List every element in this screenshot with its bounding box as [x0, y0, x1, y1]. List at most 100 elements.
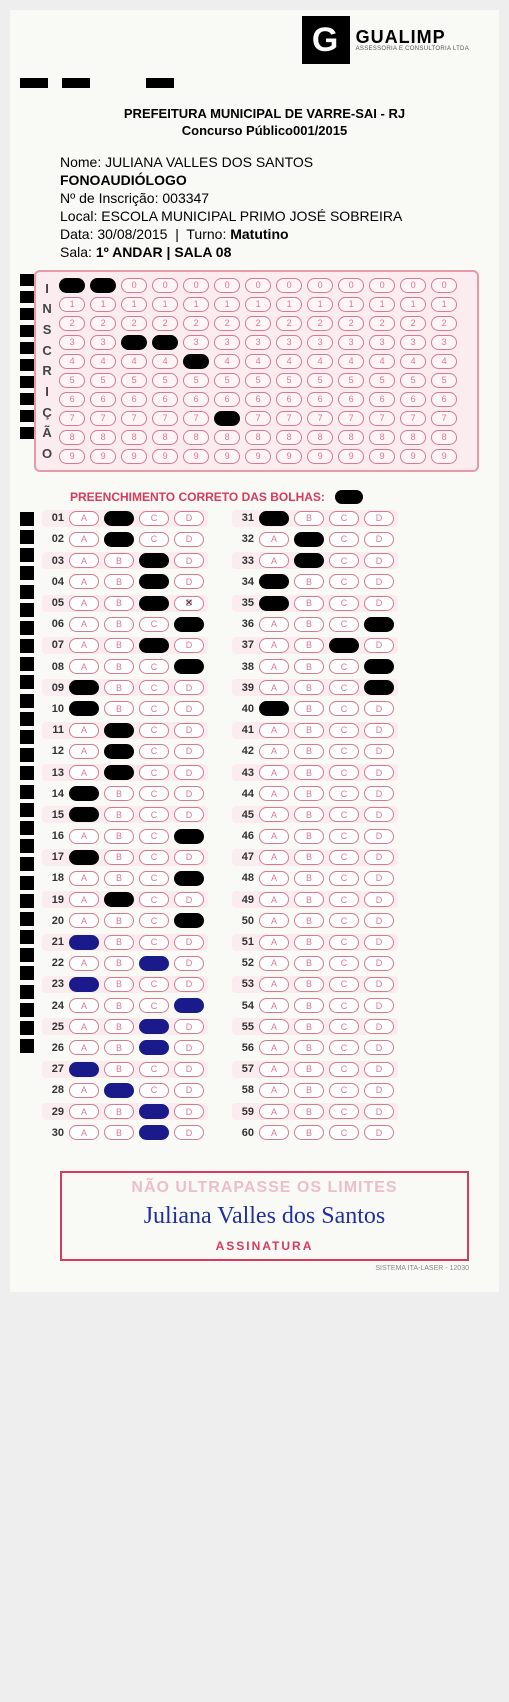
answer-bubble: D	[364, 574, 394, 589]
question-number: 49	[234, 894, 254, 906]
answer-row: 03ABCD	[42, 552, 208, 569]
answer-bubble: B	[104, 1062, 134, 1077]
inscricao-bubble: 1	[400, 297, 426, 312]
answer-bubble: B	[294, 596, 324, 611]
inscricao-bubble: 4	[338, 354, 364, 369]
inscricao-bubble: 2	[214, 316, 240, 331]
answer-bubble: A	[69, 596, 99, 611]
timing-marks-top	[10, 74, 499, 88]
answer-bubble: A	[259, 829, 289, 844]
answer-bubble: B	[294, 1019, 324, 1034]
inscricao-bubble: 4	[59, 354, 85, 369]
answer-bubble: D	[174, 596, 204, 611]
answer-bubble: C	[139, 638, 169, 653]
signature-label: ASSINATURA	[216, 1239, 314, 1253]
answer-bubble: B	[104, 1104, 134, 1119]
inscricao-bubble: 4	[245, 354, 271, 369]
answer-bubble: C	[139, 532, 169, 547]
signature-warning: NÃO ULTRAPASSE OS LIMITES	[62, 1179, 467, 1197]
answer-bubble: D	[364, 680, 394, 695]
question-number: 05	[44, 597, 64, 609]
inscricao-bubble: 7	[276, 411, 302, 426]
answer-bubble: D	[364, 511, 394, 526]
answer-bubble: D	[174, 786, 204, 801]
answer-row: 27ABCD	[42, 1061, 208, 1078]
answer-bubble: B	[294, 765, 324, 780]
answer-row: 24ABCD	[42, 997, 208, 1014]
question-number: 21	[44, 936, 64, 948]
answer-bubble: A	[259, 511, 289, 526]
inscricao-bubble: 0	[183, 278, 209, 293]
answer-bubble: C	[329, 1083, 359, 1098]
answer-bubble: D	[174, 892, 204, 907]
answer-row: 20ABCD	[42, 912, 208, 929]
inscricao-bubble: 7	[400, 411, 426, 426]
logo-glyph: G	[302, 16, 350, 64]
answer-bubble: D	[364, 701, 394, 716]
answer-bubble: C	[139, 1019, 169, 1034]
inscricao-bubble: 5	[214, 373, 240, 388]
answer-bubble: A	[259, 977, 289, 992]
question-number: 23	[44, 978, 64, 990]
answer-bubble: C	[139, 1104, 169, 1119]
inscricao-bubble: 4	[307, 354, 333, 369]
answer-bubble: A	[69, 701, 99, 716]
inscricao-bubble: 5	[245, 373, 271, 388]
answer-bubble: A	[259, 913, 289, 928]
question-number: 33	[234, 555, 254, 567]
answer-bubble: C	[139, 977, 169, 992]
inscricao-bubble: 4	[214, 354, 240, 369]
answer-bubble: A	[69, 829, 99, 844]
inscricao-bubble: 7	[431, 411, 457, 426]
inscricao-bubble: 3	[214, 335, 240, 350]
answer-bubble: D	[364, 553, 394, 568]
answer-bubble: A	[259, 659, 289, 674]
answer-bubble: A	[259, 553, 289, 568]
inscricao-bubble: 6	[369, 392, 395, 407]
inscricao-bubble: 4	[90, 354, 116, 369]
inscricao-bubble: 2	[183, 316, 209, 331]
inscricao-bubble: 3	[338, 335, 364, 350]
question-number: 28	[44, 1084, 64, 1096]
inscricao-bubble: 0	[276, 278, 302, 293]
inscricao-bubble: 5	[121, 373, 147, 388]
answer-bubble: D	[174, 723, 204, 738]
answer-bubble: B	[294, 935, 324, 950]
inscricao-bubble: 8	[90, 430, 116, 445]
answer-bubble: A	[69, 532, 99, 547]
inscricao-bubble: 0	[121, 278, 147, 293]
answer-bubble: C	[139, 786, 169, 801]
question-number: 27	[44, 1063, 64, 1075]
answer-bubble: C	[329, 617, 359, 632]
answer-bubble: C	[139, 998, 169, 1013]
answer-bubble: C	[139, 1040, 169, 1055]
answer-bubble: A	[69, 935, 99, 950]
question-number: 35	[234, 597, 254, 609]
answer-bubble: A	[69, 574, 99, 589]
answer-bubble: A	[69, 956, 99, 971]
answer-bubble: D	[364, 723, 394, 738]
question-number: 04	[44, 576, 64, 588]
inscricao-bubble: 4	[369, 354, 395, 369]
answer-bubble: A	[259, 680, 289, 695]
inscricao-bubble: 6	[152, 392, 178, 407]
inscricao-label: INSCRIÇÃO	[40, 278, 59, 464]
candidate-local: ESCOLA MUNICIPAL PRIMO JOSÉ SOBREIRA	[101, 208, 402, 224]
answer-bubble: A	[259, 1019, 289, 1034]
inscricao-bubble: 4	[152, 354, 178, 369]
candidate-turno: Matutino	[230, 226, 288, 242]
inscricao-bubble: 0	[90, 278, 116, 293]
answer-bubble: C	[139, 935, 169, 950]
answer-bubble: C	[329, 1019, 359, 1034]
answer-bubble: B	[294, 871, 324, 886]
answer-bubble: A	[259, 1083, 289, 1098]
inscricao-section: INSCRIÇÃO 000000000000011111111111112222…	[20, 270, 479, 472]
answer-bubble: D	[174, 977, 204, 992]
inscricao-bubble: 7	[90, 411, 116, 426]
question-number: 01	[44, 512, 64, 524]
answer-bubble: C	[139, 956, 169, 971]
answer-row: 46ABCD	[232, 828, 398, 845]
inscricao-bubble: 1	[245, 297, 271, 312]
inscricao-bubble: 6	[183, 392, 209, 407]
inscricao-bubble: 4	[121, 354, 147, 369]
